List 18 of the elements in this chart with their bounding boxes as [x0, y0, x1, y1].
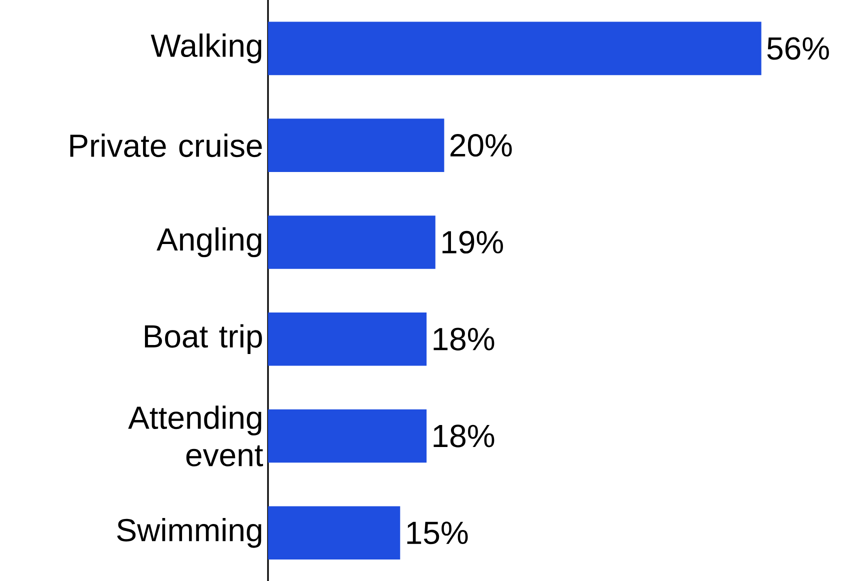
y-tick-label: Angling	[156, 227, 262, 257]
y-tick-label: Swimming	[117, 518, 262, 548]
bar	[268, 118, 444, 172]
data-label: 19%	[442, 230, 503, 254]
bar	[268, 409, 427, 463]
y-tick-label: Attending event	[128, 405, 264, 466]
bar	[268, 215, 436, 269]
data-label: 18%	[434, 424, 494, 448]
bar	[268, 22, 762, 75]
y-tick-label: Walking	[150, 33, 262, 64]
data-label: 56%	[767, 36, 829, 60]
bar	[268, 312, 427, 366]
bar	[268, 506, 400, 560]
data-label: 18%	[434, 328, 494, 350]
data-label: 15%	[407, 521, 468, 544]
y-tick-label: Private cruise	[70, 133, 262, 157]
data-label: 20%	[450, 134, 512, 157]
y-tick-label: Boat trip	[144, 324, 262, 354]
